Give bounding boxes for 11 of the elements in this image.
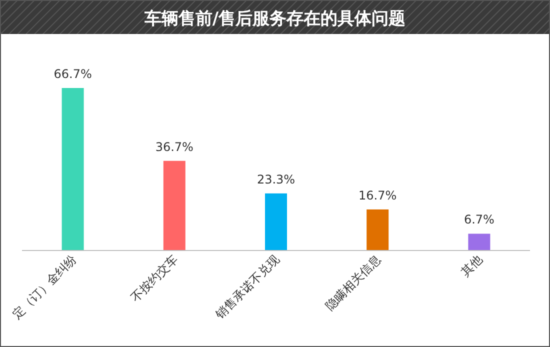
data-label: 16.7% xyxy=(358,188,397,202)
x-tick-label: 定（订）金纠纷 xyxy=(10,252,79,322)
data-label: 66.7% xyxy=(54,67,92,81)
x-tick-label: 其他 xyxy=(458,252,486,280)
data-label: 36.7% xyxy=(155,140,194,154)
data-label: 6.7% xyxy=(464,212,494,227)
x-tick-label: 不按约交车 xyxy=(128,252,181,305)
x-tick-label: 销售承诺不兑现 xyxy=(212,252,282,322)
title: 车辆售前/售后服务存在的具体问题 xyxy=(144,9,406,29)
data-label: 23.3% xyxy=(256,172,296,186)
x-tick-label: 隐瞒相关信息 xyxy=(322,252,384,314)
